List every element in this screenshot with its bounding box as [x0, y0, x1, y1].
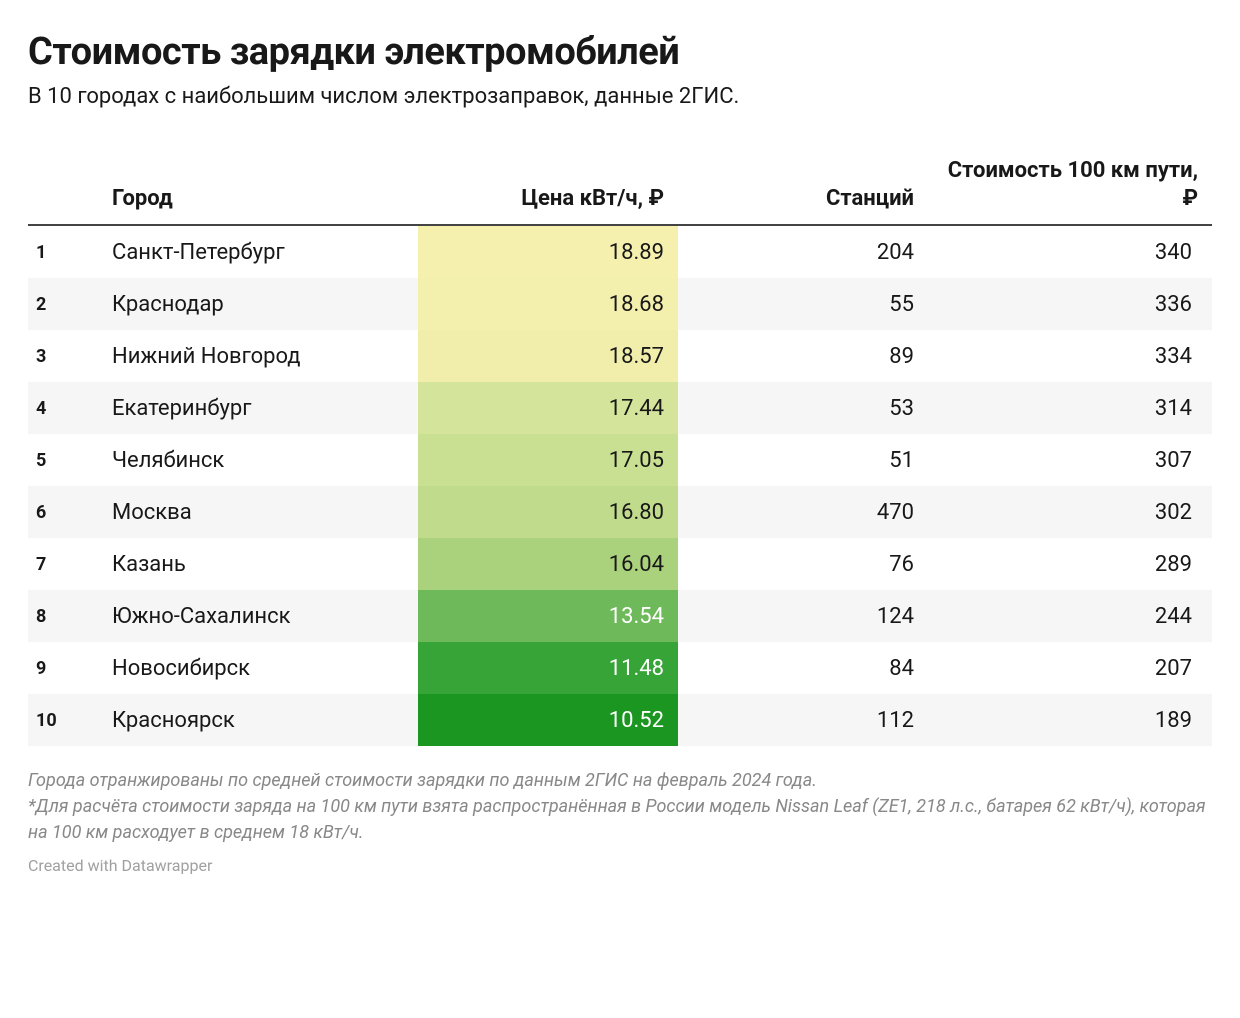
table-row: 10Красноярск10.52112189: [28, 694, 1212, 746]
cell-rank: 5: [28, 434, 98, 486]
table-header-row: Город Цена кВт/ч, ₽ Станций Стоимость 10…: [28, 147, 1212, 225]
cell-city: Южно-Сахалинск: [98, 590, 418, 642]
table-row: 3Нижний Новгород18.5789334: [28, 330, 1212, 382]
header-rank: [28, 147, 98, 225]
header-price: Цена кВт/ч, ₽: [418, 147, 678, 225]
cell-cost100: 336: [928, 278, 1212, 330]
cell-rank: 4: [28, 382, 98, 434]
cell-rank: 9: [28, 642, 98, 694]
cell-price: 18.68: [418, 278, 678, 330]
cell-city: Краснодар: [98, 278, 418, 330]
cell-city: Новосибирск: [98, 642, 418, 694]
cell-stations: 112: [678, 694, 928, 746]
cell-price: 18.57: [418, 330, 678, 382]
table-row: 4Екатеринбург17.4453314: [28, 382, 1212, 434]
cell-rank: 1: [28, 225, 98, 278]
cell-cost100: 314: [928, 382, 1212, 434]
table-body: 1Санкт-Петербург18.892043402Краснодар18.…: [28, 225, 1212, 746]
cell-price: 16.04: [418, 538, 678, 590]
cell-rank: 2: [28, 278, 98, 330]
chart-title: Стоимость зарядки электромобилей: [28, 30, 1212, 74]
cell-cost100: 302: [928, 486, 1212, 538]
cell-stations: 89: [678, 330, 928, 382]
cell-stations: 55: [678, 278, 928, 330]
cell-rank: 3: [28, 330, 98, 382]
cell-city: Екатеринбург: [98, 382, 418, 434]
cell-rank: 7: [28, 538, 98, 590]
cell-rank: 10: [28, 694, 98, 746]
cell-cost100: 307: [928, 434, 1212, 486]
cell-stations: 53: [678, 382, 928, 434]
cell-city: Нижний Новгород: [98, 330, 418, 382]
cell-cost100: 244: [928, 590, 1212, 642]
table-row: 5Челябинск17.0551307: [28, 434, 1212, 486]
cell-price: 13.54: [418, 590, 678, 642]
cell-rank: 8: [28, 590, 98, 642]
cell-city: Казань: [98, 538, 418, 590]
header-city: Город: [98, 147, 418, 225]
table-row: 6Москва16.80470302: [28, 486, 1212, 538]
cell-stations: 204: [678, 225, 928, 278]
cell-cost100: 189: [928, 694, 1212, 746]
cell-price: 17.44: [418, 382, 678, 434]
header-cost100: Стоимость 100 км пути, ₽: [928, 147, 1212, 225]
cell-cost100: 207: [928, 642, 1212, 694]
table-row: 1Санкт-Петербург18.89204340: [28, 225, 1212, 278]
chart-credit: Created with Datawrapper: [28, 856, 1212, 875]
table-row: 9Новосибирск11.4884207: [28, 642, 1212, 694]
cell-cost100: 340: [928, 225, 1212, 278]
chart-footnote: Города отранжированы по средней стоимост…: [28, 768, 1212, 846]
table-row: 8Южно-Сахалинск13.54124244: [28, 590, 1212, 642]
cell-stations: 76: [678, 538, 928, 590]
cell-stations: 51: [678, 434, 928, 486]
cell-city: Москва: [98, 486, 418, 538]
cell-price: 18.89: [418, 225, 678, 278]
table-row: 2Краснодар18.6855336: [28, 278, 1212, 330]
cell-cost100: 289: [928, 538, 1212, 590]
data-table: Город Цена кВт/ч, ₽ Станций Стоимость 10…: [28, 147, 1212, 746]
chart-subtitle: В 10 городах с наибольшим числом электро…: [28, 84, 1212, 109]
cell-stations: 84: [678, 642, 928, 694]
cell-city: Красноярск: [98, 694, 418, 746]
cell-price: 17.05: [418, 434, 678, 486]
cell-price: 10.52: [418, 694, 678, 746]
cell-city: Челябинск: [98, 434, 418, 486]
cell-price: 16.80: [418, 486, 678, 538]
chart-wrap: Стоимость зарядки электромобилей В 10 го…: [0, 0, 1240, 895]
cell-stations: 470: [678, 486, 928, 538]
cell-price: 11.48: [418, 642, 678, 694]
cell-city: Санкт-Петербург: [98, 225, 418, 278]
cell-rank: 6: [28, 486, 98, 538]
header-stations: Станций: [678, 147, 928, 225]
table-row: 7Казань16.0476289: [28, 538, 1212, 590]
cell-stations: 124: [678, 590, 928, 642]
cell-cost100: 334: [928, 330, 1212, 382]
